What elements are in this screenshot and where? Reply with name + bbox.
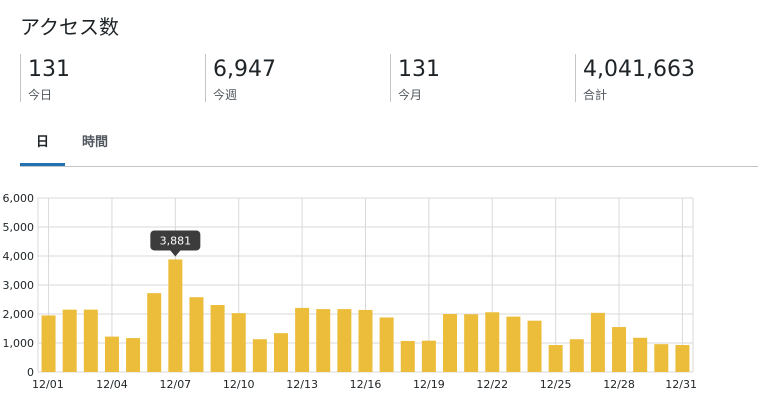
bar-12/05	[126, 338, 141, 372]
y-tick-label: 1,000	[3, 337, 35, 350]
x-tick-label: 12/31	[665, 378, 697, 391]
tab-day[interactable]: 日	[20, 128, 65, 166]
bar-12/25	[548, 345, 563, 372]
bar-12/02	[62, 309, 77, 372]
tab-hour[interactable]: 時間	[81, 135, 108, 150]
stat-this-month-label: 今月	[398, 88, 423, 102]
x-tick-label: 12/16	[350, 378, 382, 391]
y-tick-label: 2,000	[3, 308, 35, 321]
bar-12/16	[358, 309, 373, 372]
x-tick-label: 12/25	[540, 378, 572, 391]
page-title: アクセス数	[20, 15, 119, 39]
stat-total: 4,041,663 合計	[575, 54, 695, 102]
x-tick-label: 12/28	[603, 378, 635, 391]
y-tick-label: 5,000	[3, 221, 35, 234]
stat-total-label: 合計	[583, 88, 608, 102]
stat-total-value: 4,041,663	[583, 57, 695, 82]
bar-12/19	[421, 340, 436, 372]
tooltip-box	[150, 230, 201, 251]
y-tick-label: 3,000	[3, 279, 35, 292]
x-tick-label: 12/13	[286, 378, 318, 391]
stat-this-month: 131 今月	[390, 54, 440, 102]
x-tick-label: 12/19	[413, 378, 445, 391]
bar-12/13	[295, 307, 310, 372]
bar-12/24	[527, 320, 542, 372]
x-tick-label: 12/22	[476, 378, 508, 391]
bar-12/20	[443, 314, 458, 372]
bar-12/09	[210, 305, 225, 372]
bar-12/12	[273, 333, 288, 372]
bar-12/28	[612, 327, 627, 372]
bar-12/18	[400, 340, 415, 372]
bar-12/15	[337, 309, 352, 372]
bar-12/27	[590, 312, 605, 372]
y-tick-label: 4,000	[3, 250, 35, 263]
view-tabs: 日 時間	[20, 128, 758, 167]
bar-12/30	[654, 344, 669, 372]
bar-12/17	[379, 317, 394, 372]
bar-12/21	[464, 314, 479, 372]
stat-today-label: 今日	[28, 88, 53, 102]
bar-12/29	[633, 337, 648, 372]
bar-12/22	[485, 312, 500, 372]
bar-12/10	[231, 313, 246, 372]
stat-this-week-label: 今週	[213, 88, 238, 102]
bar-12/06	[147, 293, 162, 372]
bar-12/08	[189, 297, 204, 372]
stat-today-value: 131	[28, 57, 70, 82]
stat-today: 131 今日	[20, 54, 70, 102]
daily-views-chart: 0 1,000 2,000 3,000 4,000 5,000 6,000 12/01 12/…	[3, 192, 698, 391]
stats-summary: 131 今日 6,947 今週 131 今月 4,041,663 合計	[20, 54, 760, 104]
bar-12/14	[316, 309, 331, 372]
bar-12/31	[675, 345, 690, 372]
x-tick-label: 12/10	[223, 378, 255, 391]
x-tick-label: 12/01	[32, 378, 64, 391]
stat-this-month-value: 131	[398, 57, 440, 82]
tooltip-label: 3,881	[160, 234, 192, 247]
tooltip-pointer	[170, 250, 181, 257]
x-tick-label: 12/04	[96, 378, 128, 391]
bar-12/01	[41, 315, 56, 372]
bar-12/04	[104, 336, 119, 372]
stat-this-week-value: 6,947	[213, 57, 276, 82]
x-tick-label: 12/07	[159, 378, 191, 391]
stat-this-week: 6,947 今週	[205, 54, 276, 102]
bar-12/11	[252, 339, 267, 372]
bar-12/07	[168, 259, 183, 372]
y-tick-label: 0	[27, 366, 34, 379]
bar-12/26	[569, 339, 584, 372]
bar-12/03	[83, 309, 98, 372]
y-tick-label: 6,000	[3, 192, 35, 205]
bar-12/23	[506, 316, 521, 372]
